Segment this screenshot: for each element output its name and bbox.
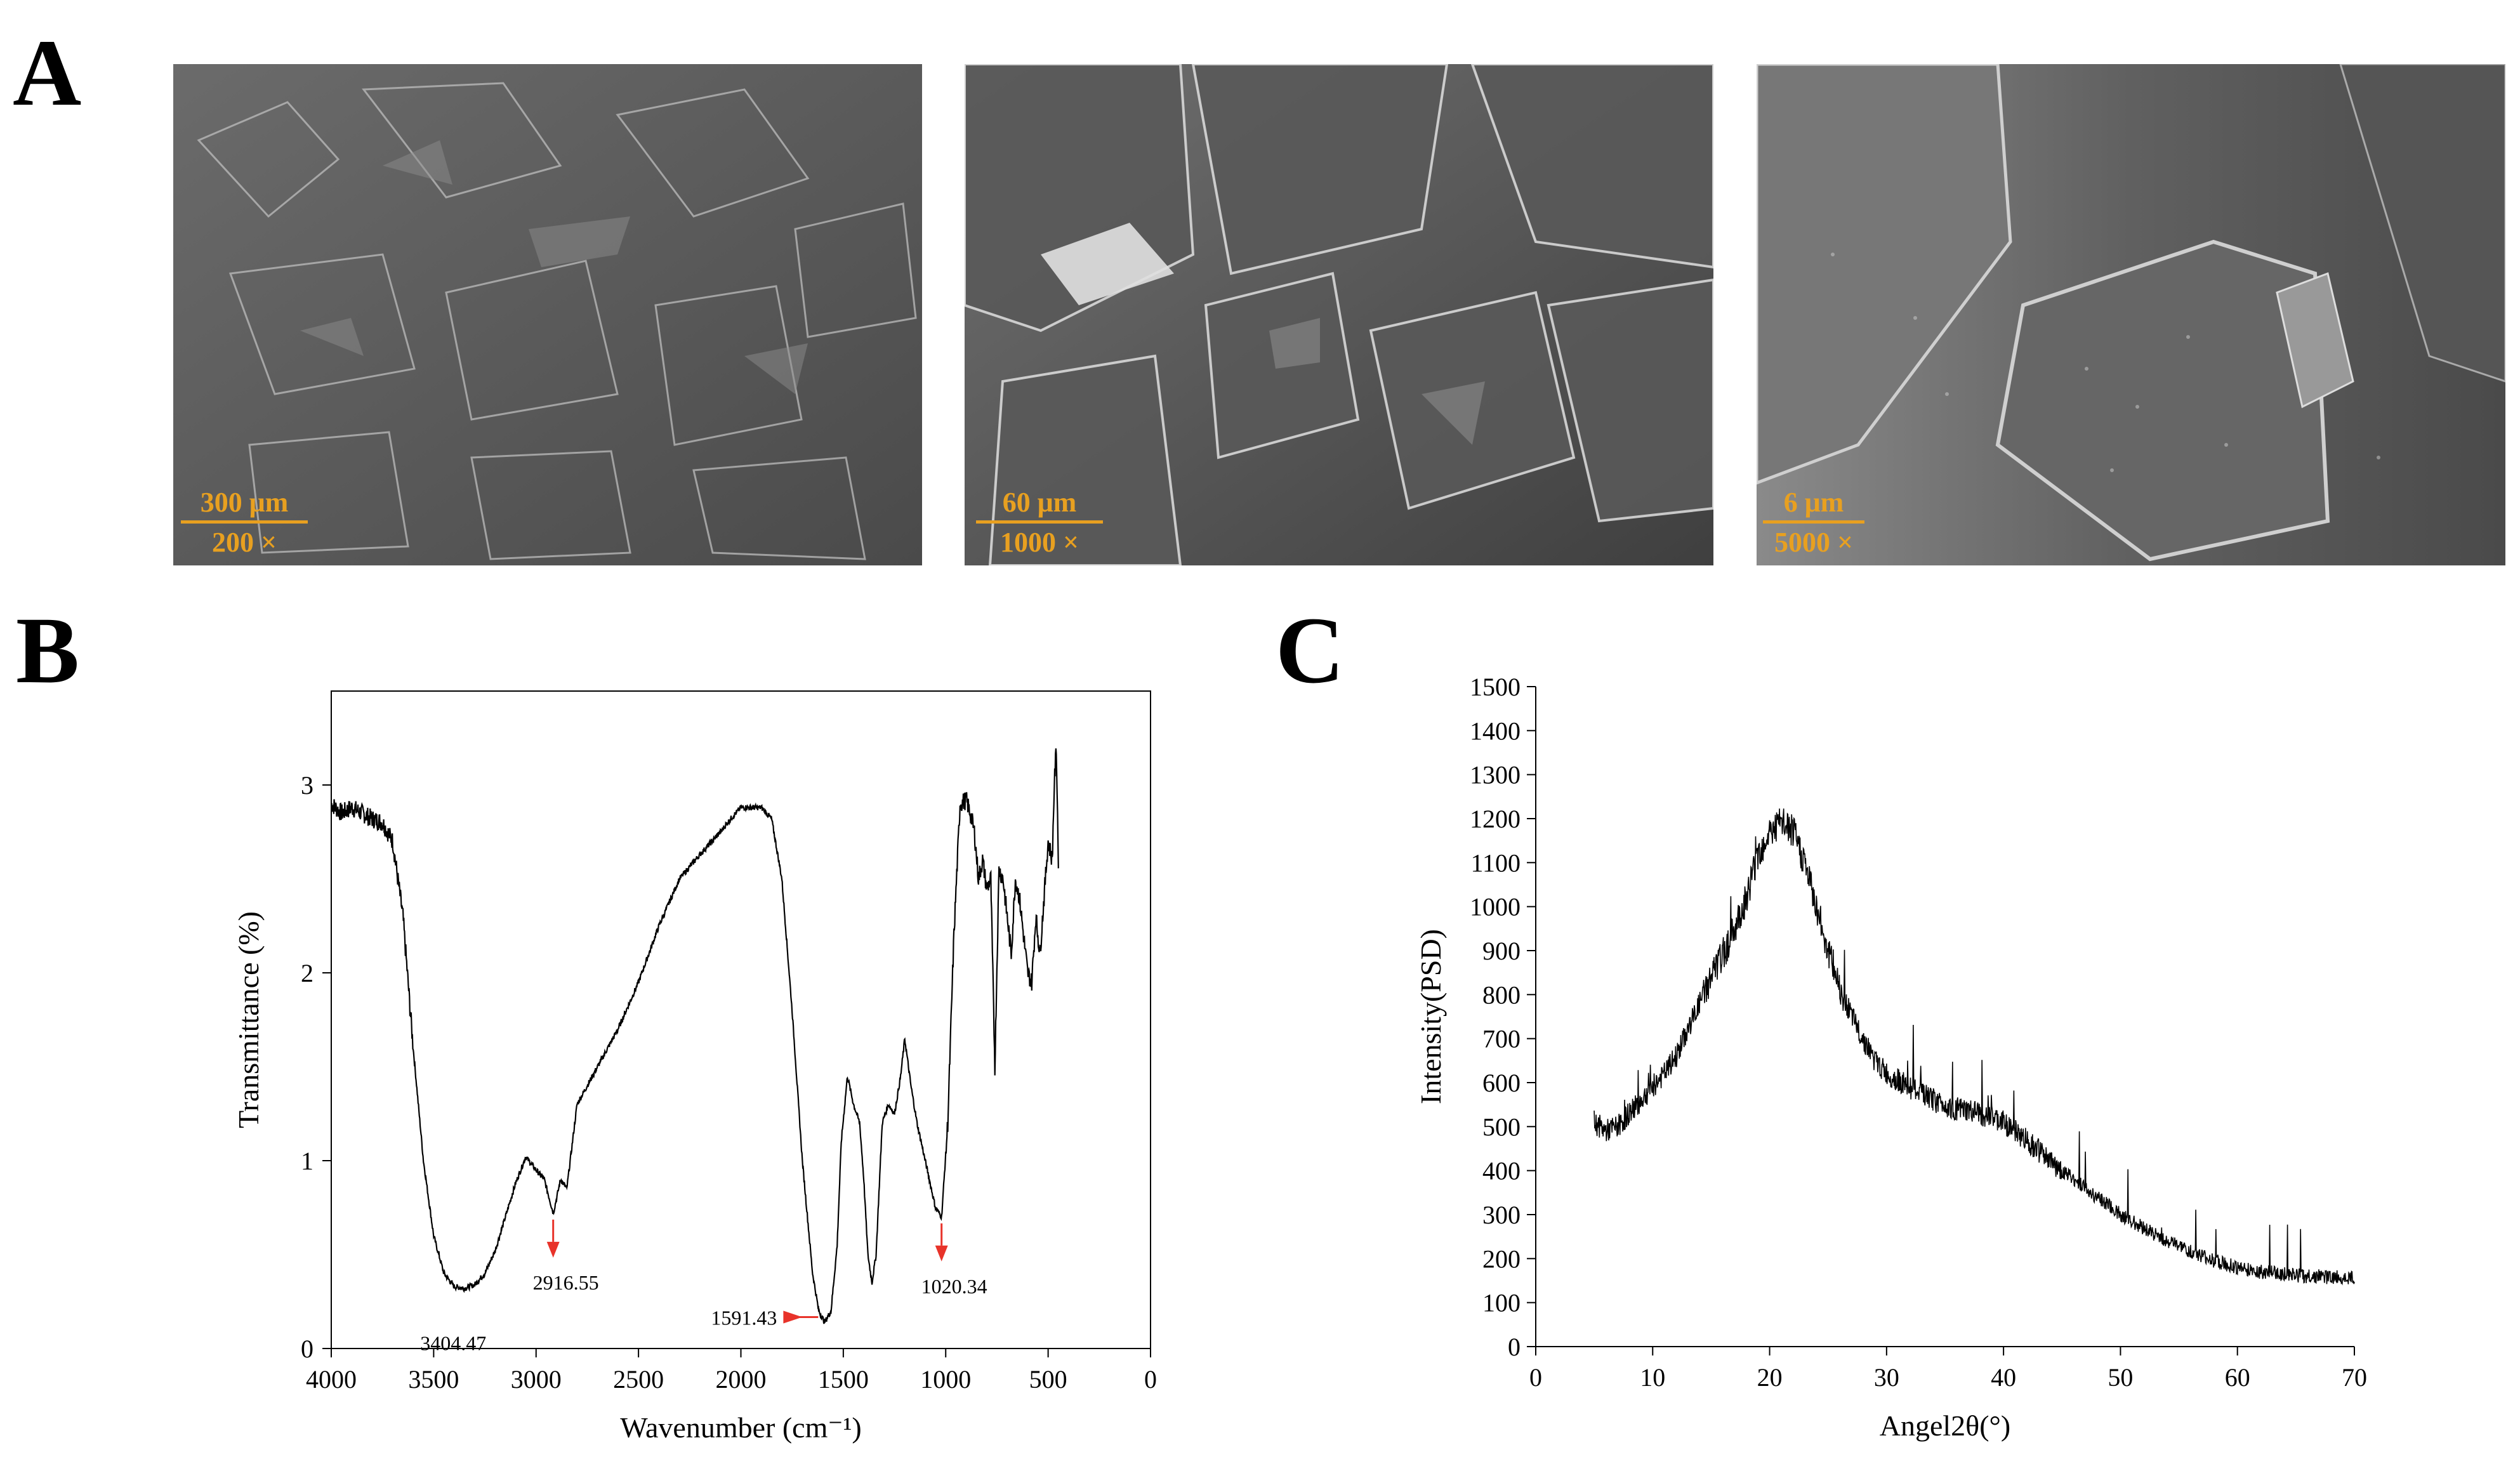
y-tick-label: 1200 xyxy=(1470,805,1521,833)
plot-frame xyxy=(331,690,1151,1349)
panel-label-c: C xyxy=(1276,598,1345,703)
magnification-3: 5000 × xyxy=(1774,527,1854,558)
x-tick-label: 10 xyxy=(1640,1363,1665,1392)
x-tick-label: 4000 xyxy=(306,1365,357,1394)
y-tick-label: 3 xyxy=(301,771,313,800)
y-tick-label: 1500 xyxy=(1470,673,1521,701)
annotation-arrow xyxy=(783,1310,803,1324)
x-tick-label: 20 xyxy=(1757,1363,1783,1392)
annotation-arrow xyxy=(935,1245,948,1262)
annotation-label: 2916.55 xyxy=(533,1271,599,1294)
y-tick-label: 1300 xyxy=(1470,761,1521,789)
sem-texture-2 xyxy=(965,64,1713,565)
annotation-label: 1020.34 xyxy=(921,1275,987,1298)
x-tick-label: 1000 xyxy=(920,1365,971,1394)
x-tick-label: 50 xyxy=(2108,1363,2133,1392)
scale-label-3: 6 μm xyxy=(1783,487,1844,518)
sem-image-1000x xyxy=(965,64,1713,565)
y-axis-label: Intensity(PSD) xyxy=(1415,929,1447,1104)
x-tick-label: 60 xyxy=(2225,1363,2250,1392)
y-tick-label: 0 xyxy=(1508,1333,1521,1361)
scale-line-1 xyxy=(181,520,308,524)
x-tick-label: 70 xyxy=(2342,1363,2367,1392)
annotation-arrow xyxy=(546,1241,560,1258)
scale-bar-1: 300 μm 200 × xyxy=(181,489,308,557)
x-axis-label: Angel2θ(°) xyxy=(1880,1409,2010,1442)
y-tick-label: 600 xyxy=(1482,1069,1521,1097)
scale-line-2 xyxy=(976,520,1103,524)
sem-texture-1 xyxy=(173,64,922,565)
scale-line-3 xyxy=(1763,520,1864,524)
ftir-chart: 4000 3500 3000 2500 2000 1500 1000 500 0 0 1 2 3 Wave… xyxy=(232,690,1157,1444)
x-tick-label: 40 xyxy=(1991,1363,2016,1392)
x-tick-label: 0 xyxy=(1529,1363,1542,1392)
x-tick-label: 3500 xyxy=(408,1365,459,1394)
scale-label-2: 60 μm xyxy=(1002,487,1077,518)
magnification-2: 1000 × xyxy=(999,527,1079,558)
series-line xyxy=(330,748,1059,1324)
x-tick-label: 0 xyxy=(1144,1365,1157,1394)
y-tick-label: 1100 xyxy=(1470,848,1521,877)
sem-image-5000x xyxy=(1757,64,2505,565)
y-tick-label: 2 xyxy=(301,959,313,987)
x-tick-label: 2500 xyxy=(613,1365,664,1394)
scale-label-1: 300 μm xyxy=(200,487,289,518)
series-line xyxy=(1593,808,2355,1286)
x-axis-label: Wavenumber (cm⁻¹) xyxy=(620,1411,862,1444)
panel-label-b: B xyxy=(16,598,80,703)
sem-texture-3 xyxy=(1757,64,2505,565)
y-tick-label: 500 xyxy=(1482,1112,1521,1141)
xrd-chart: 0 10 20 30 40 50 60 700100200300400500600700800… xyxy=(1415,673,2367,1442)
scale-bar-2: 60 μm 1000 × xyxy=(976,489,1103,557)
y-tick-label: 1400 xyxy=(1470,716,1521,745)
y-tick-label: 200 xyxy=(1482,1244,1521,1273)
scale-bar-3: 6 μm 5000 × xyxy=(1763,489,1864,557)
x-tick-label: 30 xyxy=(1874,1363,1899,1392)
y-tick-label: 800 xyxy=(1482,980,1521,1009)
annotation-label: 3404.47 xyxy=(420,1331,486,1354)
y-tick-label: 400 xyxy=(1482,1157,1521,1185)
x-tick-label: 500 xyxy=(1029,1365,1067,1394)
y-tick-label: 100 xyxy=(1482,1289,1521,1317)
magnification-1: 200 × xyxy=(211,527,277,558)
sem-image-200x xyxy=(173,64,922,565)
x-tick-label: 2000 xyxy=(716,1365,767,1394)
x-tick-label: 1500 xyxy=(818,1365,869,1394)
y-tick-label: 0 xyxy=(301,1335,313,1363)
annotation-label: 1591.43 xyxy=(711,1307,777,1329)
panel-label-a: A xyxy=(13,20,82,126)
y-axis-label: Transmittance (%) xyxy=(232,911,265,1128)
y-tick-label: 900 xyxy=(1482,937,1521,965)
y-tick-label: 1 xyxy=(301,1147,313,1175)
y-tick-label: 1000 xyxy=(1470,893,1521,921)
x-tick-label: 3000 xyxy=(511,1365,562,1394)
y-tick-label: 700 xyxy=(1482,1025,1521,1053)
y-tick-label: 300 xyxy=(1482,1201,1521,1229)
